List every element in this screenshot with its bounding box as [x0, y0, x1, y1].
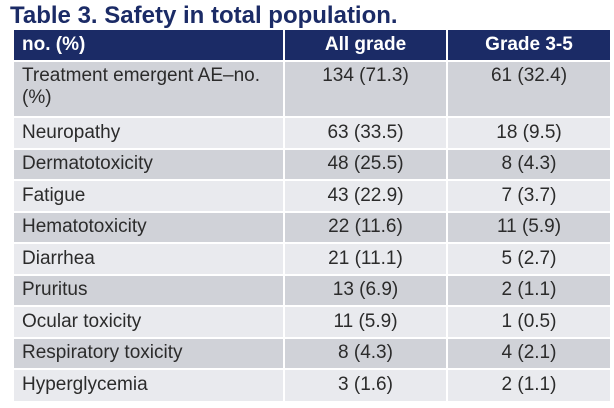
all-grade-value: 134 (71.3) — [284, 60, 448, 117]
row-label: Hyperglycemia — [14, 368, 285, 401]
all-grade-value: 13 (6.9) — [284, 273, 448, 306]
table-row: Hyperglycemia 3 (1.6) 2 (1.1) — [14, 368, 610, 401]
table-row: Pruritus 13 (6.9) 2 (1.1) — [14, 273, 610, 306]
row-label: Diarrhea — [14, 242, 285, 275]
row-label: Hematotoxicity — [14, 210, 285, 243]
table-row: Ocular toxicity 11 (5.9) 1 (0.5) — [14, 305, 610, 338]
all-grade-value: 63 (33.5) — [284, 116, 448, 149]
header-cell-category: no. (%) — [14, 30, 285, 61]
table-header-row: no. (%) All grade Grade 3-5 — [14, 30, 610, 61]
table-row: Dermatotoxicity 48 (25.5) 8 (4.3) — [14, 147, 610, 180]
row-label: Dermatotoxicity — [14, 147, 285, 180]
all-grade-value: 3 (1.6) — [284, 368, 448, 401]
table-row: Hematotoxicity 22 (11.6) 11 (5.9) — [14, 210, 610, 243]
grade-3-5-value: 11 (5.9) — [447, 210, 610, 243]
row-label: Treatment emergent AE–no. (%) — [14, 60, 285, 117]
header-cell-grade-3-5: Grade 3-5 — [485, 34, 573, 55]
row-label: Pruritus — [14, 273, 285, 306]
grade-3-5-value: 1 (0.5) — [447, 305, 610, 338]
all-grade-value: 43 (22.9) — [284, 179, 448, 212]
grade-3-5-value: 5 (2.7) — [447, 242, 610, 275]
table-row: Treatment emergent AE–no. (%) 134 (71.3)… — [14, 60, 610, 117]
table-row: Diarrhea 21 (11.1) 5 (2.7) — [14, 242, 610, 275]
row-label: Neuropathy — [14, 116, 285, 149]
safety-table: no. (%) All grade Grade 3-5 Treatment em… — [14, 30, 610, 401]
header-cell-all-grade: All grade — [284, 30, 448, 61]
all-grade-value: 48 (25.5) — [284, 147, 448, 180]
all-grade-value: 11 (5.9) — [284, 305, 448, 338]
grade-3-5-value: 8 (4.3) — [447, 147, 610, 180]
table-row: Respiratory toxicity 8 (4.3) 4 (2.1) — [14, 336, 610, 369]
grade-3-5-value: 18 (9.5) — [447, 116, 610, 149]
grade-3-5-value: 4 (2.1) — [447, 336, 610, 369]
row-label: Ocular toxicity — [14, 305, 285, 338]
all-grade-value: 22 (11.6) — [284, 210, 448, 243]
table-row: Fatigue 43 (22.9) 7 (3.7) — [14, 179, 610, 212]
row-label: Fatigue — [14, 179, 285, 212]
grade-3-5-value: 2 (1.1) — [447, 368, 610, 401]
table-title: Table 3. Safety in total population. — [10, 2, 398, 29]
grade-3-5-value: 7 (3.7) — [447, 179, 610, 212]
grade-3-5-value: 61 (32.4) — [447, 60, 610, 117]
row-label: Respiratory toxicity — [14, 336, 285, 369]
all-grade-value: 21 (11.1) — [284, 242, 448, 275]
table-row: Neuropathy 63 (33.5) 18 (9.5) — [14, 116, 610, 149]
all-grade-value: 8 (4.3) — [284, 336, 448, 369]
grade-3-5-value: 2 (1.1) — [447, 273, 610, 306]
